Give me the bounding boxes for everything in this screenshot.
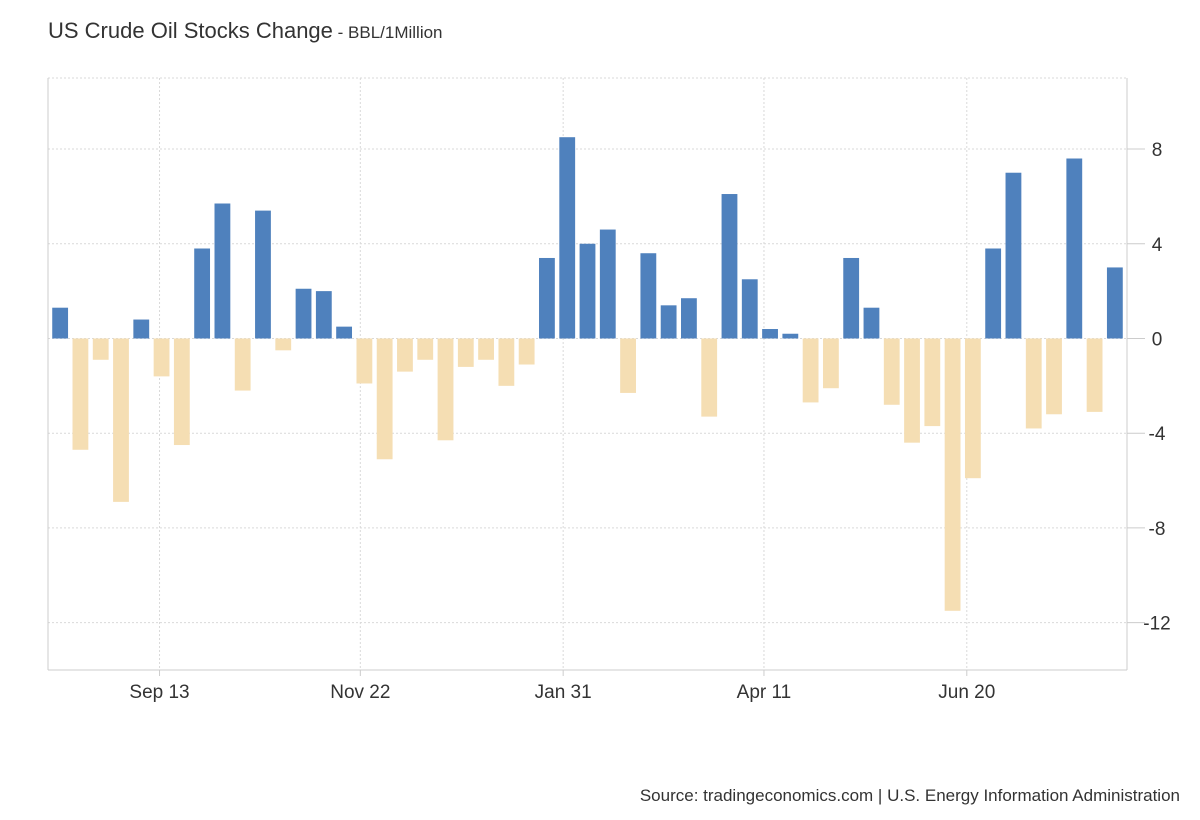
bar (985, 248, 1002, 339)
y-tick-label: -12 (1143, 614, 1170, 635)
bar (173, 338, 190, 446)
bar (660, 305, 677, 339)
source-credit: Source: tradingeconomics.com | U.S. Ener… (639, 786, 1180, 805)
bar (944, 338, 961, 611)
bar (539, 257, 555, 339)
chart-title: US Crude Oil Stocks Change (48, 18, 333, 43)
bar (843, 257, 860, 339)
bar (883, 338, 900, 405)
bar (863, 307, 880, 339)
bar (275, 338, 292, 351)
bar (457, 338, 474, 367)
bar (234, 338, 251, 391)
bar (315, 291, 332, 339)
bar (802, 338, 819, 403)
bar (214, 203, 231, 339)
bar (478, 338, 494, 360)
bar (417, 338, 434, 360)
bar (518, 338, 535, 365)
bar (559, 137, 576, 339)
bar (295, 288, 312, 339)
bar (1046, 338, 1062, 415)
bar (924, 338, 941, 427)
bar (1106, 267, 1123, 339)
bar (52, 307, 69, 339)
x-tick-label: Sep 13 (129, 682, 189, 703)
bar (762, 329, 778, 339)
x-tick-label: Apr 11 (737, 682, 792, 703)
bar (681, 298, 697, 339)
bar (397, 338, 413, 372)
y-tick-label: -4 (1149, 424, 1166, 445)
bar (599, 229, 616, 339)
bar (579, 243, 596, 339)
bar (1086, 338, 1103, 412)
bar (376, 338, 393, 460)
y-tick-label: 8 (1152, 140, 1163, 161)
bar (1005, 172, 1022, 339)
bar (133, 319, 150, 339)
bar (1066, 158, 1083, 339)
bar (255, 210, 271, 339)
bar (92, 338, 109, 360)
bar (153, 338, 170, 377)
bar (904, 338, 920, 443)
chart-header: US Crude Oil Stocks Change - BBL/1Millio… (48, 18, 443, 44)
y-tick-label: 0 (1152, 329, 1163, 350)
bar (964, 338, 981, 479)
bar (498, 338, 515, 386)
chart-subtitle: - BBL/1Million (332, 23, 443, 42)
bar (822, 338, 839, 389)
bar (741, 279, 758, 339)
bar (356, 338, 373, 384)
bar (437, 338, 454, 441)
bar (701, 338, 718, 417)
bar (336, 326, 353, 339)
bar (620, 338, 636, 393)
bar (72, 338, 89, 450)
y-tick-label: -8 (1149, 519, 1166, 540)
bar (194, 248, 211, 339)
bar (113, 338, 129, 502)
bar (1025, 338, 1042, 429)
bar (782, 333, 799, 339)
bar (640, 253, 657, 339)
y-tick-label: 4 (1152, 235, 1163, 256)
x-tick-label: Jun 20 (938, 682, 995, 703)
x-tick-label: Jan 31 (535, 682, 592, 703)
x-tick-label: Nov 22 (330, 682, 390, 703)
bar (721, 194, 738, 339)
